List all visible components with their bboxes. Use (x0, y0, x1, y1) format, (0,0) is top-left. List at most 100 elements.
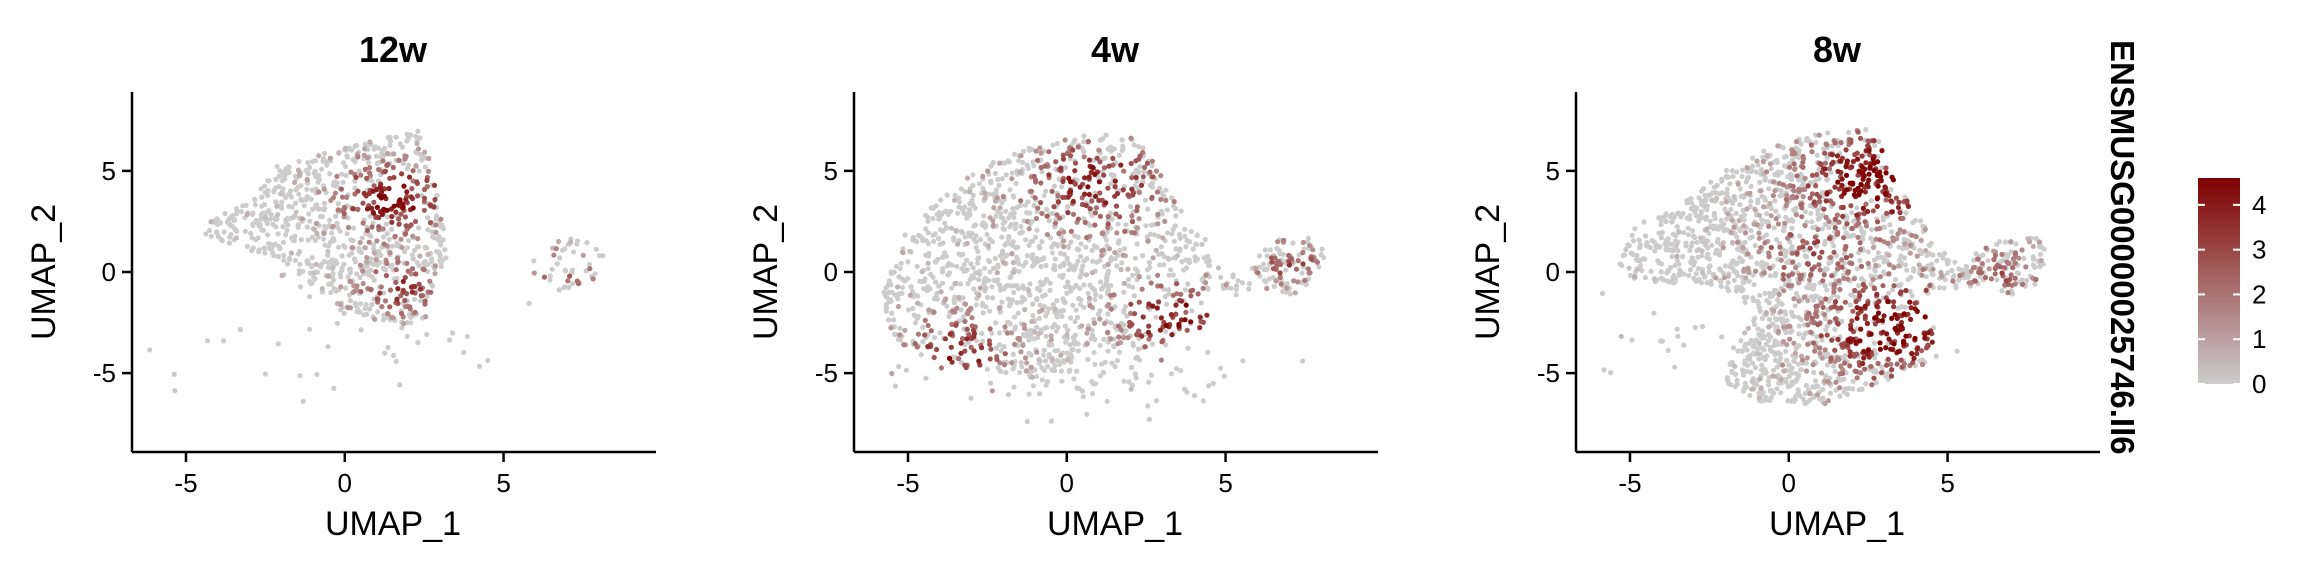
cell-point (402, 297, 408, 304)
cell-point (1918, 237, 1924, 243)
cell-point (915, 300, 921, 306)
cell-point (362, 146, 368, 152)
cell-point (531, 258, 537, 264)
cell-point (1831, 282, 1837, 288)
cell-point (1741, 194, 1747, 200)
cell-point (1891, 299, 1897, 305)
cell-point (1125, 335, 1131, 341)
y-tick-label: 0 (102, 257, 116, 287)
cell-point (1164, 207, 1170, 213)
cell-point (1112, 178, 1118, 184)
cell-point (925, 218, 931, 224)
cell-point (1835, 179, 1841, 185)
cell-point (988, 178, 994, 184)
cell-point (1145, 206, 1151, 212)
cell-point (244, 243, 250, 249)
cell-point (1128, 135, 1134, 141)
cell-point (1758, 188, 1764, 194)
cell-point (1022, 307, 1028, 313)
cell-point (1889, 174, 1895, 180)
cell-point (1918, 218, 1924, 224)
cell-point (1101, 336, 1107, 342)
cell-point (1295, 258, 1301, 264)
cell-point (951, 197, 958, 203)
cell-point (382, 169, 388, 175)
cell-point (1737, 228, 1743, 234)
cell-point (1651, 276, 1657, 282)
cell-point (413, 271, 419, 277)
cell-point (1157, 185, 1163, 191)
cell-point (1131, 311, 1138, 317)
cell-point (1775, 221, 1781, 227)
cell-point (313, 220, 319, 227)
cell-point (1158, 173, 1164, 179)
cell-point (1221, 373, 1227, 379)
cell-point (987, 236, 993, 242)
cell-point (1759, 367, 1765, 373)
cell-point (1060, 296, 1066, 302)
cell-point (1924, 252, 1930, 259)
cell-point (1860, 281, 1866, 288)
cell-point (1751, 321, 1758, 328)
scatter-points (147, 128, 606, 404)
cell-point (1777, 193, 1783, 199)
cell-point (946, 355, 953, 361)
cell-point (1930, 252, 1936, 258)
cell-point (286, 255, 292, 261)
cell-point (1012, 151, 1018, 157)
cell-point (1048, 333, 1054, 339)
cell-point (1153, 247, 1159, 253)
cell-point (1787, 336, 1793, 342)
cell-point (1066, 267, 1072, 273)
cell-point (1925, 342, 1931, 348)
cell-point (1733, 210, 1739, 216)
cell-point (1116, 238, 1122, 244)
cell-point (1206, 258, 1212, 264)
cell-point (1762, 290, 1768, 296)
cell-point (297, 373, 303, 379)
cell-point (1770, 193, 1776, 199)
cell-point (1003, 208, 1009, 214)
cell-point (1060, 178, 1066, 184)
cell-point (942, 209, 948, 215)
cell-point (1144, 267, 1150, 273)
cell-point (1084, 411, 1090, 417)
cell-point (1870, 244, 1876, 250)
cell-point (371, 250, 377, 256)
cell-point (393, 267, 399, 273)
cell-point (301, 203, 307, 209)
cell-point (1747, 235, 1753, 241)
cell-point (1741, 385, 1748, 391)
cell-point (1079, 388, 1086, 394)
cell-point (1922, 335, 1928, 341)
cell-point (1863, 381, 1869, 387)
cell-point (397, 382, 403, 388)
cell-point (297, 173, 303, 179)
cell-point (313, 174, 319, 180)
cell-point (1871, 167, 1877, 174)
cell-point (1854, 375, 1860, 381)
cell-point (562, 268, 569, 274)
cell-point (925, 344, 931, 350)
cell-point (1156, 299, 1162, 305)
cell-point (1018, 224, 1024, 230)
cell-point (1319, 246, 1325, 252)
cell-point (1046, 306, 1052, 312)
cell-point (1814, 383, 1820, 389)
cell-point (1316, 264, 1322, 270)
cell-point (1197, 314, 1203, 320)
cell-point (1246, 286, 1252, 292)
cell-point (1746, 356, 1752, 362)
cell-point (1876, 225, 1883, 232)
cell-point (1071, 376, 1077, 382)
cell-point (1118, 327, 1124, 333)
cell-point (242, 228, 248, 234)
cell-point (1642, 275, 1648, 281)
cell-point (925, 260, 931, 266)
cell-point (1842, 386, 1848, 392)
cell-point (1923, 274, 1929, 280)
cell-point (293, 200, 299, 206)
cell-point (1813, 139, 1819, 145)
